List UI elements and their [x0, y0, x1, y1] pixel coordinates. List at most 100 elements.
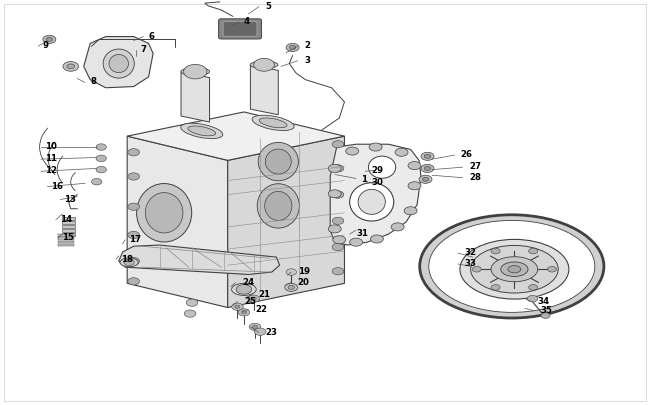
Circle shape — [547, 267, 556, 273]
Text: 27: 27 — [469, 162, 481, 171]
Ellipse shape — [250, 62, 278, 69]
Text: 20: 20 — [298, 277, 309, 286]
Circle shape — [251, 297, 256, 301]
Ellipse shape — [258, 143, 298, 181]
Circle shape — [424, 167, 431, 171]
Polygon shape — [84, 37, 153, 89]
Circle shape — [424, 155, 431, 159]
Circle shape — [124, 260, 135, 266]
Circle shape — [421, 165, 434, 173]
Ellipse shape — [136, 184, 192, 243]
Circle shape — [128, 232, 140, 239]
Polygon shape — [227, 137, 344, 308]
Bar — [62, 225, 75, 228]
Circle shape — [350, 239, 363, 247]
Circle shape — [254, 59, 274, 72]
Circle shape — [183, 65, 207, 80]
Circle shape — [332, 165, 344, 173]
Circle shape — [285, 284, 298, 292]
Circle shape — [332, 268, 344, 275]
Circle shape — [96, 167, 107, 173]
Circle shape — [346, 148, 359, 156]
Text: 1: 1 — [361, 175, 367, 183]
Circle shape — [286, 269, 296, 275]
Ellipse shape — [231, 284, 256, 296]
Circle shape — [128, 149, 140, 156]
Text: 21: 21 — [259, 289, 271, 298]
Text: 23: 23 — [265, 327, 278, 337]
Text: 13: 13 — [64, 195, 76, 204]
Circle shape — [528, 285, 538, 290]
Text: 14: 14 — [60, 215, 73, 224]
Circle shape — [128, 278, 140, 285]
Text: 24: 24 — [242, 277, 254, 286]
Circle shape — [370, 235, 383, 243]
Circle shape — [421, 153, 434, 161]
Circle shape — [96, 156, 107, 162]
Circle shape — [491, 285, 500, 290]
Ellipse shape — [500, 262, 528, 277]
Circle shape — [333, 236, 346, 244]
Bar — [62, 217, 75, 220]
Circle shape — [419, 176, 432, 184]
Ellipse shape — [471, 246, 558, 293]
Circle shape — [328, 190, 341, 198]
Text: 33: 33 — [465, 258, 476, 267]
Text: 16: 16 — [51, 182, 63, 191]
Circle shape — [528, 249, 538, 254]
Text: 4: 4 — [244, 17, 250, 26]
Ellipse shape — [109, 55, 129, 73]
Text: 15: 15 — [62, 233, 74, 242]
Polygon shape — [330, 145, 421, 245]
FancyBboxPatch shape — [223, 23, 257, 37]
Circle shape — [252, 326, 257, 329]
Ellipse shape — [265, 192, 292, 221]
Text: 10: 10 — [45, 142, 57, 151]
Ellipse shape — [420, 215, 604, 318]
Bar — [62, 229, 75, 232]
Circle shape — [491, 249, 500, 254]
Circle shape — [92, 179, 102, 185]
Circle shape — [422, 178, 429, 182]
Polygon shape — [181, 72, 209, 123]
Circle shape — [63, 62, 79, 72]
Ellipse shape — [350, 183, 394, 222]
Text: 18: 18 — [121, 254, 133, 263]
Polygon shape — [127, 137, 228, 308]
Bar — [58, 238, 74, 240]
Circle shape — [289, 46, 296, 50]
Text: 22: 22 — [255, 304, 267, 313]
Text: 34: 34 — [538, 296, 550, 305]
Text: 12: 12 — [45, 166, 57, 175]
Text: 9: 9 — [43, 41, 49, 50]
Ellipse shape — [265, 150, 291, 175]
Circle shape — [408, 162, 421, 170]
Ellipse shape — [259, 119, 287, 128]
Ellipse shape — [491, 257, 538, 282]
Circle shape — [332, 141, 344, 149]
Ellipse shape — [460, 240, 569, 299]
FancyBboxPatch shape — [218, 20, 261, 40]
Circle shape — [408, 182, 421, 190]
Ellipse shape — [103, 50, 135, 79]
Bar — [62, 233, 75, 237]
Circle shape — [395, 149, 408, 157]
Text: 7: 7 — [140, 45, 146, 54]
Polygon shape — [127, 113, 344, 161]
Circle shape — [128, 258, 140, 265]
Ellipse shape — [188, 127, 216, 136]
Ellipse shape — [181, 68, 209, 77]
Circle shape — [249, 324, 261, 331]
Text: 28: 28 — [469, 173, 481, 181]
Ellipse shape — [508, 266, 521, 273]
Ellipse shape — [358, 190, 385, 215]
Circle shape — [96, 145, 107, 151]
Text: 8: 8 — [90, 77, 96, 86]
Circle shape — [46, 38, 53, 42]
Circle shape — [248, 295, 259, 303]
Circle shape — [184, 310, 196, 318]
Circle shape — [235, 305, 240, 309]
Ellipse shape — [429, 221, 595, 313]
Circle shape — [238, 309, 250, 316]
Circle shape — [128, 204, 140, 211]
